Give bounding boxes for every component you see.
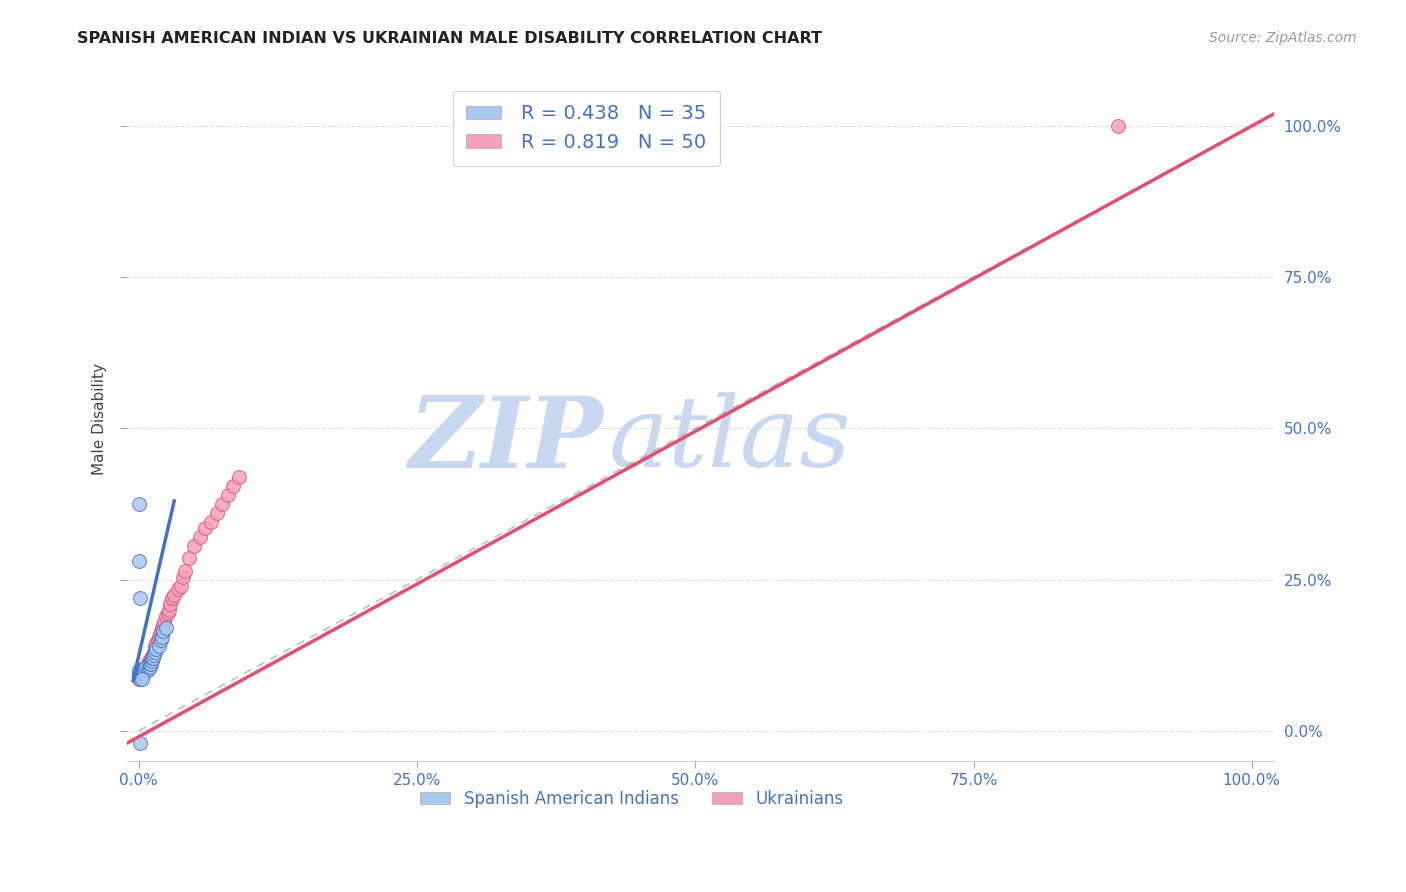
Point bbox=[143, 639, 166, 653]
Point bbox=[142, 651, 165, 665]
Point bbox=[143, 645, 166, 659]
Point bbox=[135, 660, 157, 674]
Text: ZIP: ZIP bbox=[408, 392, 603, 488]
Point bbox=[156, 606, 179, 620]
Point bbox=[146, 633, 169, 648]
Point bbox=[150, 630, 173, 644]
Point bbox=[136, 663, 159, 677]
Point bbox=[148, 639, 170, 653]
Point bbox=[134, 660, 156, 674]
Point bbox=[155, 608, 177, 623]
Point bbox=[128, 669, 150, 683]
Point bbox=[138, 660, 160, 674]
Point bbox=[128, 736, 150, 750]
Point bbox=[143, 642, 166, 657]
Point bbox=[129, 666, 152, 681]
Y-axis label: Male Disability: Male Disability bbox=[93, 363, 107, 475]
Point bbox=[131, 663, 153, 677]
Point bbox=[200, 515, 222, 529]
Point bbox=[131, 663, 153, 677]
Point bbox=[132, 663, 155, 677]
Point bbox=[141, 651, 163, 665]
Point bbox=[211, 497, 233, 511]
Point bbox=[134, 663, 156, 677]
Point bbox=[217, 488, 239, 502]
Point bbox=[153, 615, 176, 629]
Point bbox=[128, 663, 150, 677]
Point bbox=[150, 621, 173, 635]
Point bbox=[128, 669, 150, 683]
Point bbox=[149, 633, 172, 648]
Point bbox=[145, 636, 167, 650]
Point bbox=[149, 624, 172, 638]
Point bbox=[134, 666, 156, 681]
Point bbox=[128, 666, 150, 681]
Point bbox=[129, 663, 152, 677]
Point bbox=[148, 630, 170, 644]
Point bbox=[222, 479, 245, 493]
Point bbox=[157, 603, 180, 617]
Point bbox=[138, 654, 160, 668]
Point bbox=[152, 624, 174, 638]
Point bbox=[128, 673, 150, 687]
Point bbox=[134, 663, 156, 677]
Point bbox=[129, 666, 152, 681]
Point bbox=[1107, 119, 1129, 133]
Point bbox=[135, 663, 157, 677]
Point bbox=[166, 582, 188, 596]
Point bbox=[149, 627, 172, 641]
Point bbox=[143, 645, 166, 659]
Point bbox=[128, 591, 150, 605]
Point bbox=[128, 673, 150, 687]
Point bbox=[188, 530, 211, 544]
Point bbox=[131, 673, 153, 687]
Point bbox=[128, 666, 150, 681]
Point bbox=[183, 539, 205, 553]
Legend: Spanish American Indians, Ukrainians: Spanish American Indians, Ukrainians bbox=[413, 783, 851, 814]
Point bbox=[139, 651, 162, 665]
Point bbox=[128, 669, 150, 683]
Text: SPANISH AMERICAN INDIAN VS UKRAINIAN MALE DISABILITY CORRELATION CHART: SPANISH AMERICAN INDIAN VS UKRAINIAN MAL… bbox=[77, 31, 823, 46]
Point bbox=[138, 657, 160, 672]
Point bbox=[138, 660, 160, 674]
Point bbox=[159, 597, 181, 611]
Point bbox=[141, 651, 163, 665]
Point bbox=[142, 648, 165, 663]
Point bbox=[170, 579, 193, 593]
Point bbox=[134, 663, 156, 677]
Point bbox=[132, 663, 155, 677]
Point bbox=[228, 469, 250, 483]
Point bbox=[174, 564, 197, 578]
Point bbox=[152, 618, 174, 632]
Text: Source: ZipAtlas.com: Source: ZipAtlas.com bbox=[1209, 31, 1357, 45]
Point bbox=[134, 666, 156, 681]
Point bbox=[141, 654, 163, 668]
Point bbox=[177, 551, 200, 566]
Point bbox=[205, 506, 228, 520]
Point bbox=[143, 648, 166, 663]
Point bbox=[194, 521, 217, 535]
Point bbox=[155, 621, 177, 635]
Point bbox=[128, 554, 150, 568]
Point bbox=[136, 660, 159, 674]
Point bbox=[172, 569, 194, 583]
Point bbox=[131, 666, 153, 681]
Point bbox=[145, 642, 167, 657]
Point bbox=[163, 588, 186, 602]
Text: atlas: atlas bbox=[609, 392, 852, 487]
Point bbox=[128, 669, 150, 683]
Point bbox=[138, 654, 160, 668]
Point bbox=[136, 657, 159, 672]
Point bbox=[139, 657, 162, 672]
Point bbox=[160, 591, 183, 605]
Point bbox=[128, 497, 150, 511]
